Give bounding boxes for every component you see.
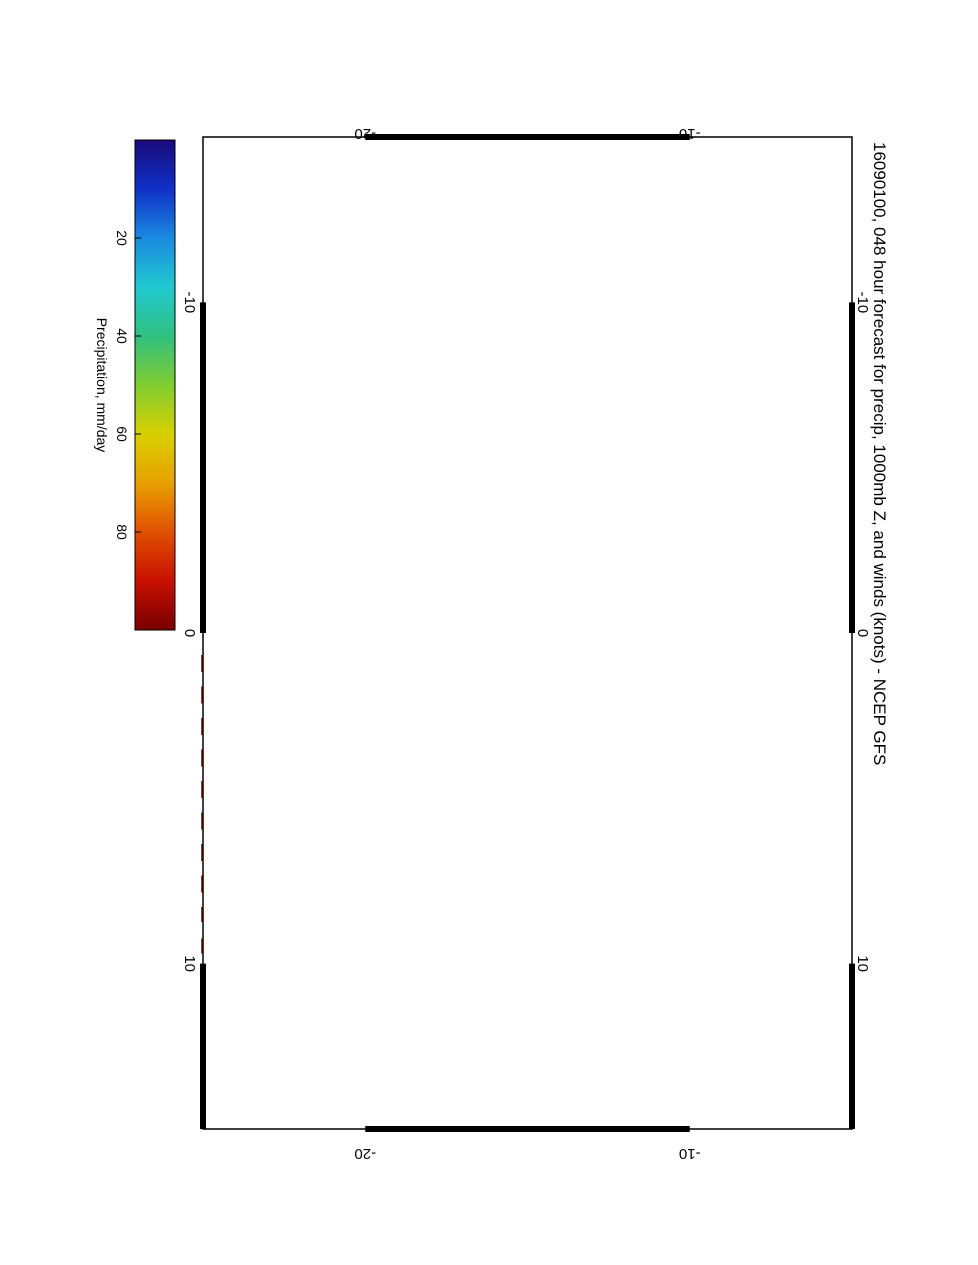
lon-tick-label-right: 10 <box>854 955 871 972</box>
map-frame <box>200 134 855 1132</box>
colorbar-label: Precipitation, mm/day <box>94 318 110 453</box>
colorbar-gradient <box>134 139 176 631</box>
colorbar-tick-label: 60 <box>114 426 130 442</box>
lon-tick-label-right: 0 <box>854 629 871 637</box>
lat-tick-label-top: -10 <box>679 125 701 142</box>
lat-tick-label-bottom: -10 <box>679 1145 701 1162</box>
lon-tick-label-right: -10 <box>854 291 871 313</box>
lat-tick-label-bottom: -20 <box>354 1145 376 1162</box>
colorbar-tick-label: 40 <box>114 328 130 344</box>
lon-tick-label-left: -10 <box>181 291 198 313</box>
lon-tick-label-left: 10 <box>181 955 198 972</box>
lon-tick-label-left: 0 <box>181 629 198 637</box>
colorbar: 20 40 60 80 Precipitation, mm/day <box>94 139 176 631</box>
colorbar-tick-label: 80 <box>114 524 130 540</box>
colorbar-tick-label: 20 <box>114 230 130 246</box>
lat-tick-label-top: -20 <box>354 125 376 142</box>
figure-title: 16090100, 048 hour forecast for precip, … <box>870 142 889 765</box>
